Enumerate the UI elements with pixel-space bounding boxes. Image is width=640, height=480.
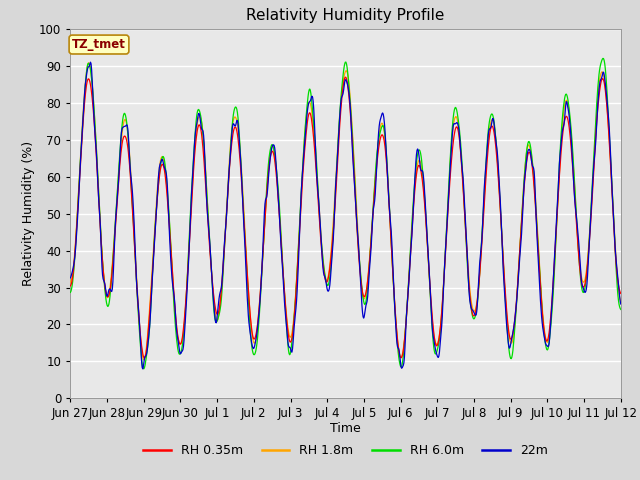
- Y-axis label: Relativity Humidity (%): Relativity Humidity (%): [22, 141, 35, 286]
- Legend: RH 0.35m, RH 1.8m, RH 6.0m, 22m: RH 0.35m, RH 1.8m, RH 6.0m, 22m: [138, 439, 553, 462]
- Text: TZ_tmet: TZ_tmet: [72, 38, 126, 51]
- Title: Relativity Humidity Profile: Relativity Humidity Profile: [246, 9, 445, 24]
- X-axis label: Time: Time: [330, 422, 361, 435]
